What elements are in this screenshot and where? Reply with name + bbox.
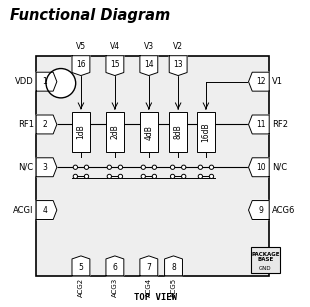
Circle shape [73, 174, 78, 179]
Text: RF1: RF1 [18, 120, 34, 129]
Text: 15: 15 [110, 60, 120, 68]
Circle shape [141, 174, 145, 179]
Circle shape [84, 174, 89, 179]
Text: VDD: VDD [15, 77, 34, 86]
Circle shape [209, 165, 214, 169]
Circle shape [182, 165, 186, 169]
Circle shape [118, 165, 122, 169]
Polygon shape [106, 256, 124, 276]
Polygon shape [165, 256, 183, 276]
Polygon shape [249, 115, 269, 134]
Circle shape [118, 174, 122, 179]
Polygon shape [249, 158, 269, 177]
Text: RF2: RF2 [272, 120, 288, 129]
Polygon shape [36, 158, 57, 177]
Polygon shape [169, 56, 187, 76]
Text: 2dB: 2dB [110, 125, 119, 139]
Text: 1dB: 1dB [77, 125, 86, 139]
Bar [106, 112, 124, 152]
Polygon shape [72, 256, 90, 276]
Bar [251, 247, 280, 273]
Text: 14: 14 [144, 60, 154, 68]
Circle shape [141, 165, 145, 169]
Circle shape [152, 165, 157, 169]
Text: GND: GND [259, 266, 272, 270]
Text: 7: 7 [146, 263, 151, 272]
Text: 11: 11 [256, 120, 265, 129]
Bar [36, 56, 269, 276]
Text: 1: 1 [42, 77, 47, 86]
Text: V3: V3 [144, 42, 154, 51]
Polygon shape [140, 256, 158, 276]
Circle shape [107, 174, 112, 179]
Bar [197, 112, 215, 152]
Circle shape [170, 174, 175, 179]
Text: 16dB: 16dB [202, 122, 210, 142]
Text: V5: V5 [76, 42, 86, 51]
Text: BASE: BASE [257, 257, 273, 262]
Text: Functional Diagram: Functional Diagram [10, 8, 170, 23]
Circle shape [198, 165, 202, 169]
Polygon shape [249, 200, 269, 220]
Polygon shape [249, 72, 269, 91]
Text: 5: 5 [78, 263, 83, 272]
Text: 9: 9 [258, 206, 263, 215]
Circle shape [152, 174, 157, 179]
Circle shape [209, 174, 214, 179]
Circle shape [46, 68, 76, 98]
Text: 10: 10 [256, 163, 265, 172]
Polygon shape [36, 72, 57, 91]
Text: TOP VIEW: TOP VIEW [134, 293, 176, 302]
Circle shape [170, 165, 175, 169]
Bar [140, 112, 158, 152]
Polygon shape [106, 56, 124, 76]
Text: 6: 6 [113, 263, 117, 272]
Text: 4dB: 4dB [144, 125, 153, 140]
Text: ACG4: ACG4 [146, 278, 152, 297]
Text: 3: 3 [42, 163, 47, 172]
Text: ACG3: ACG3 [112, 278, 118, 297]
Text: ACG5: ACG5 [170, 278, 176, 297]
Text: 8: 8 [171, 263, 176, 272]
Bar [72, 112, 90, 152]
Circle shape [182, 174, 186, 179]
Circle shape [198, 174, 202, 179]
Text: PACKAGE: PACKAGE [251, 252, 280, 257]
Polygon shape [36, 200, 57, 220]
Polygon shape [72, 56, 90, 76]
Circle shape [107, 165, 112, 169]
Circle shape [84, 165, 89, 169]
Text: ACG6: ACG6 [272, 206, 295, 215]
Circle shape [73, 165, 78, 169]
Text: N/C: N/C [272, 163, 287, 172]
Text: ACGI: ACGI [13, 206, 34, 215]
Polygon shape [36, 115, 57, 134]
Text: 16: 16 [76, 60, 86, 68]
Polygon shape [140, 56, 158, 76]
Bar [169, 112, 188, 152]
Text: 12: 12 [256, 77, 265, 86]
Text: V2: V2 [173, 42, 183, 51]
Text: 4: 4 [42, 206, 47, 215]
Text: 2: 2 [42, 120, 47, 129]
Text: 8dB: 8dB [174, 125, 183, 139]
Text: N/C: N/C [19, 163, 34, 172]
Text: ACG2: ACG2 [78, 278, 84, 297]
Text: V4: V4 [110, 42, 120, 51]
Text: V1: V1 [272, 77, 283, 86]
Text: 13: 13 [173, 60, 183, 68]
